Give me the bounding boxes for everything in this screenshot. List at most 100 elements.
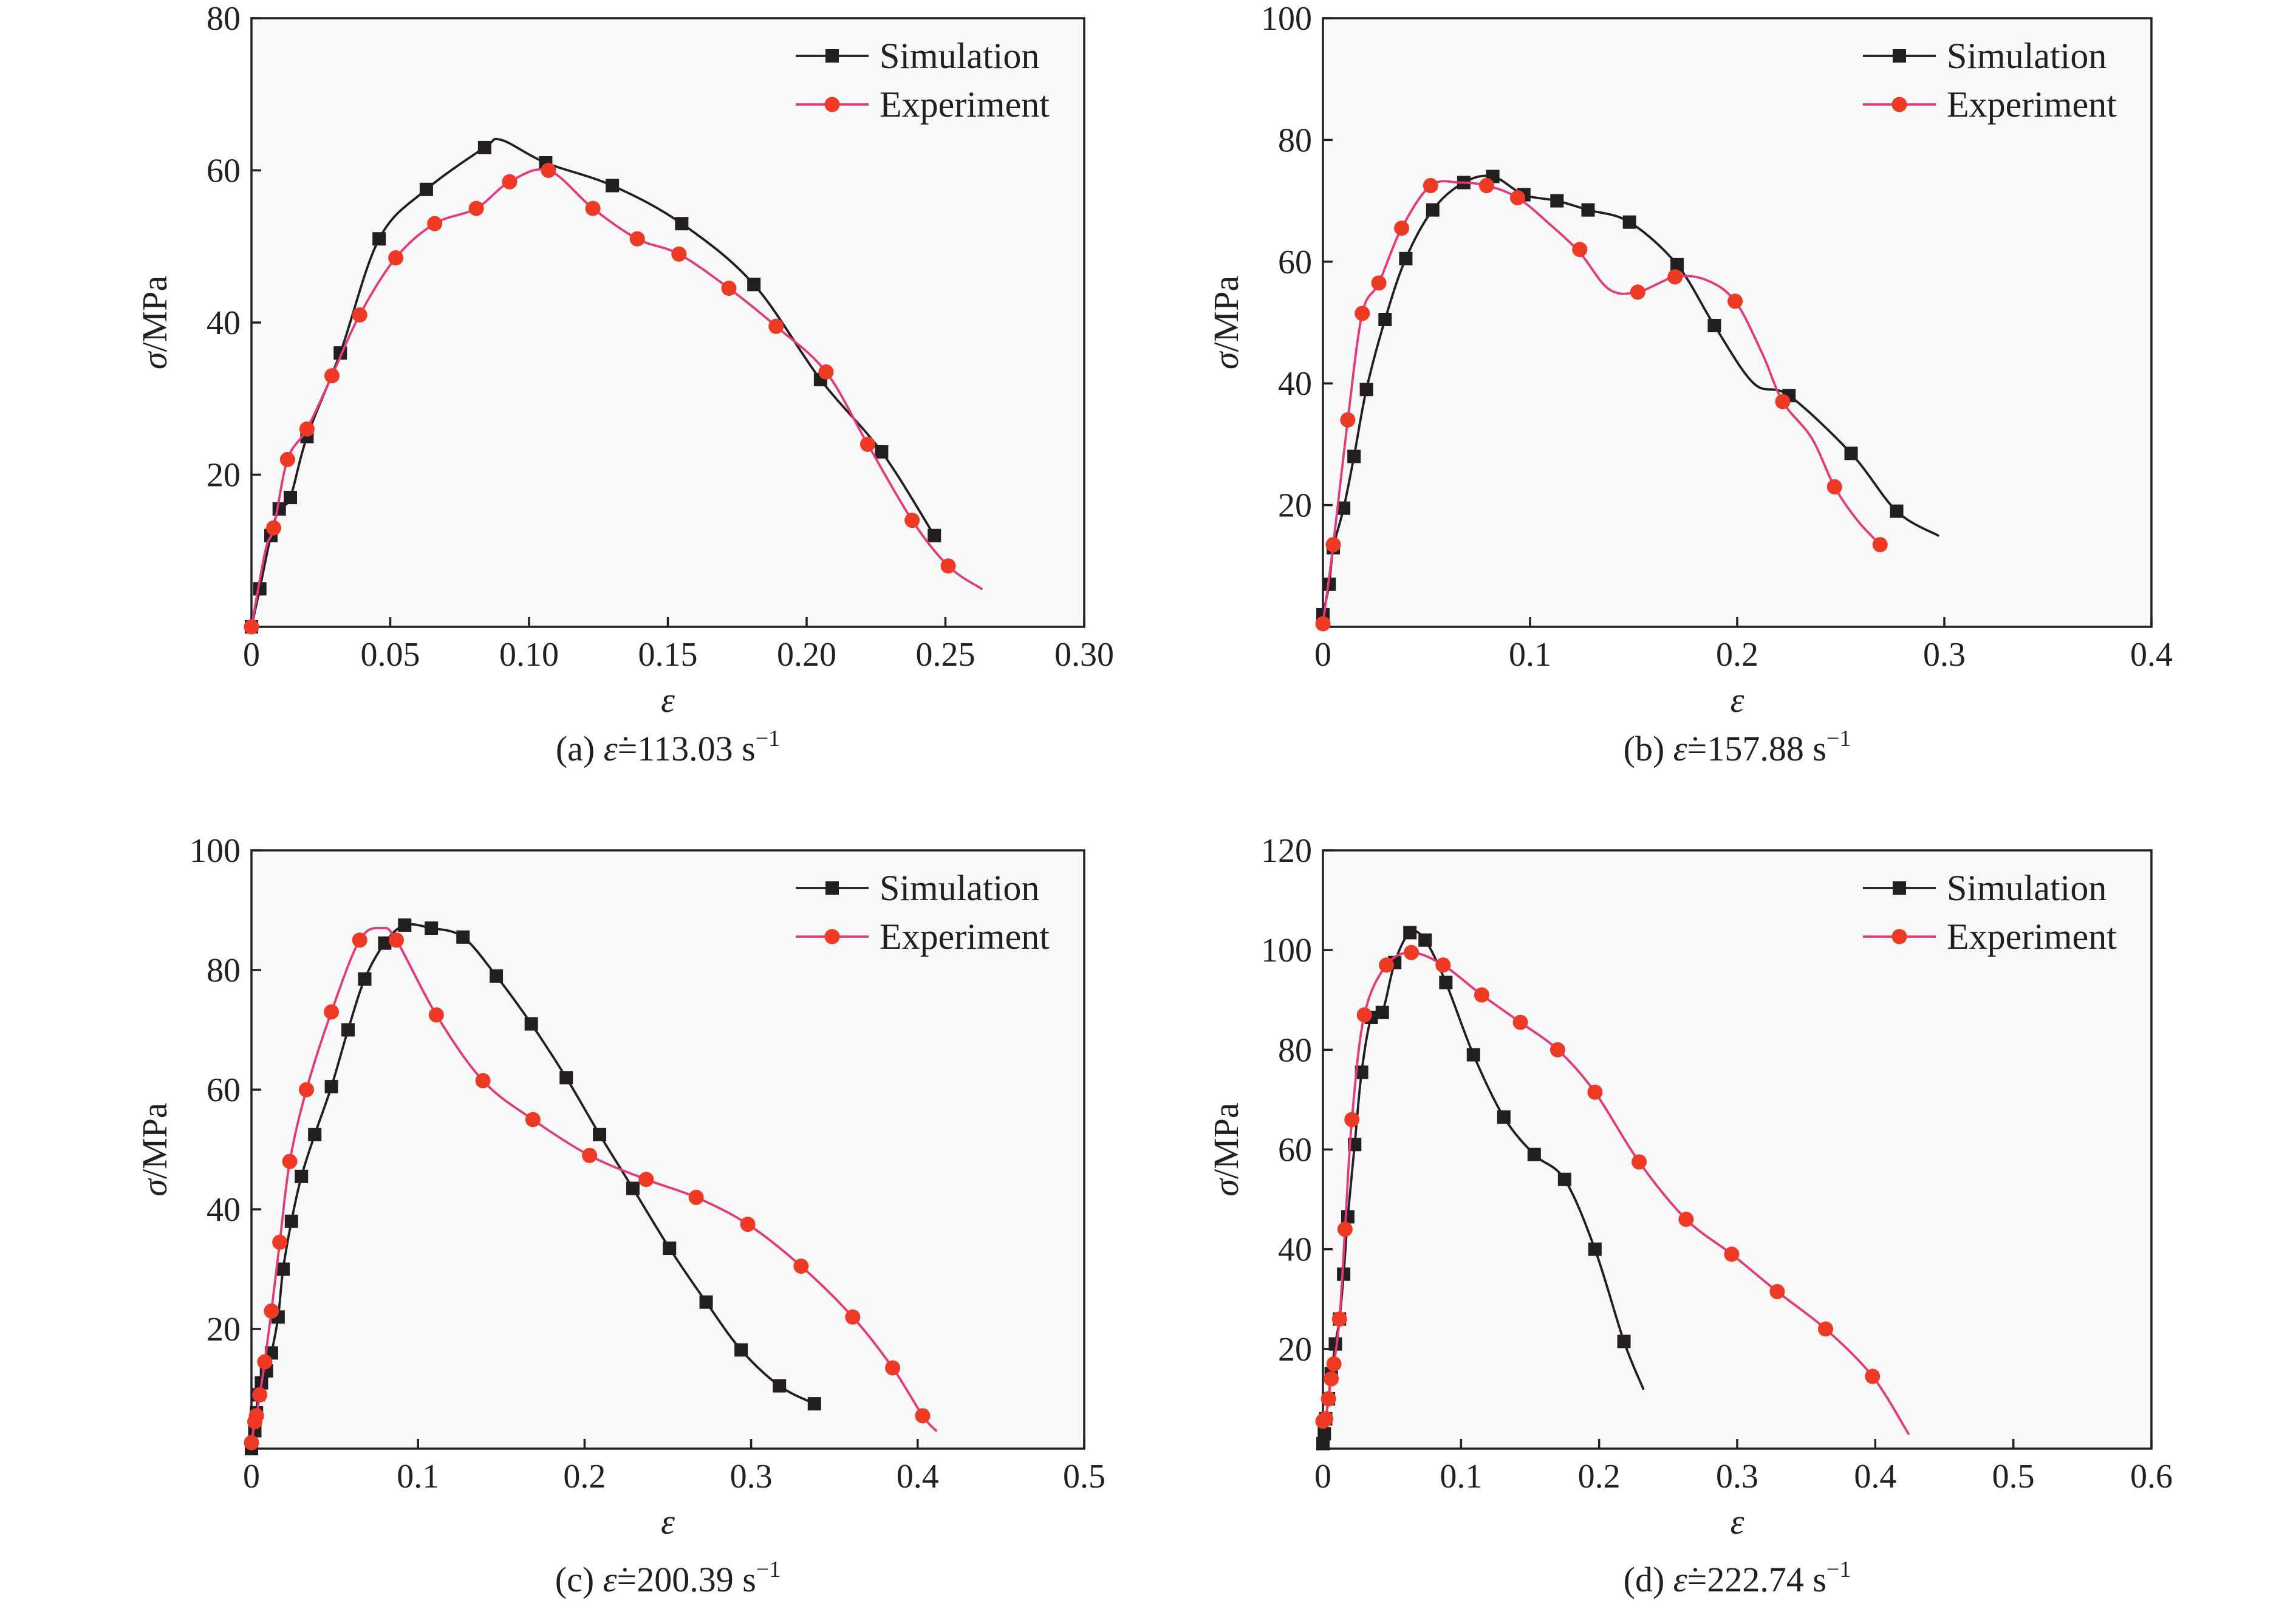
experiment-data-point bbox=[248, 1408, 264, 1424]
x-tick-label: 0.3 bbox=[1716, 1458, 1758, 1495]
y-tick-label: 80 bbox=[207, 0, 241, 38]
simulation-data-point bbox=[1378, 312, 1392, 326]
x-tick-label: 0.4 bbox=[1854, 1458, 1896, 1495]
panel-caption: (c) ε̇=200.39 s−1 bbox=[555, 1557, 781, 1599]
x-tick-label: 0.2 bbox=[1716, 636, 1758, 674]
simulation-data-point bbox=[1403, 926, 1417, 940]
y-tick-label: 60 bbox=[207, 152, 241, 190]
simulation-data-point bbox=[477, 140, 491, 154]
x-tick-label: 0.3 bbox=[1923, 636, 1966, 674]
y-tick-label: 60 bbox=[207, 1071, 241, 1109]
plot-frame bbox=[250, 849, 1085, 1450]
experiment-data-point bbox=[904, 513, 920, 528]
experiment-data-point bbox=[1667, 269, 1683, 285]
panel-a: 0 0.05 0.10 0.15 0.20 0.25 0.30 20 40 60 80 ε σ/MPa S… bbox=[135, 0, 1114, 768]
simulation-data-point bbox=[1557, 1172, 1571, 1186]
simulation-data-point bbox=[675, 217, 689, 231]
legend-simulation-label: Simulation bbox=[880, 868, 1039, 908]
y-tick-label: 60 bbox=[1278, 244, 1312, 281]
legend-experiment-marker bbox=[824, 929, 840, 945]
experiment-data-point bbox=[638, 1172, 654, 1187]
simulation-data-point bbox=[1341, 1210, 1355, 1224]
experiment-data-point bbox=[1474, 987, 1489, 1003]
simulation-data-point bbox=[1328, 1337, 1342, 1351]
panel-b: 0 0.1 0.2 0.3 0.4 20 40 60 80 100 ε σ/MPa Simulation… bbox=[1206, 0, 2173, 768]
simulation-data-point bbox=[773, 1379, 787, 1393]
y-tick-label: 80 bbox=[207, 952, 241, 989]
caption-value: =222.74 s bbox=[1687, 1560, 1826, 1599]
simulation-data-point bbox=[425, 921, 439, 935]
caption-exponent: −1 bbox=[1826, 726, 1851, 751]
legend-simulation-label: Simulation bbox=[1947, 36, 2106, 76]
x-tick-label: 0.15 bbox=[638, 636, 698, 674]
simulation-data-point bbox=[490, 969, 504, 983]
panel-c: 0 0.1 0.2 0.3 0.4 0.5 20 40 60 80 100 ε σ/MPa Simulat… bbox=[135, 832, 1105, 1599]
simulation-data-point bbox=[284, 1214, 298, 1228]
simulation-data-point bbox=[747, 278, 761, 292]
x-tick-label: 0.4 bbox=[2130, 636, 2173, 674]
x-axis-label: ε bbox=[1731, 680, 1744, 720]
experiment-data-point bbox=[1379, 957, 1395, 973]
experiment-data-point bbox=[671, 246, 687, 262]
caption-prefix: (b) bbox=[1624, 729, 1673, 768]
caption-value: =200.39 s bbox=[617, 1560, 756, 1599]
x-tick-label: 0.2 bbox=[563, 1458, 606, 1495]
legend-simulation-label: Simulation bbox=[880, 36, 1039, 76]
experiment-data-point bbox=[1826, 479, 1842, 495]
simulation-data-point bbox=[1550, 194, 1564, 208]
y-tick-label: 60 bbox=[1278, 1132, 1312, 1169]
simulation-data-point bbox=[1439, 975, 1453, 989]
experiment-data-point bbox=[1865, 1368, 1881, 1384]
y-axis-symbol: σ bbox=[1206, 1178, 1246, 1197]
legend-simulation-marker bbox=[825, 49, 839, 63]
experiment-data-point bbox=[264, 1303, 279, 1319]
experiment-data-point bbox=[940, 558, 956, 574]
simulation-data-point bbox=[1418, 933, 1432, 947]
panel-d: 0 0.1 0.2 0.3 0.4 0.5 0.6 20 40 60 80 100 120 ε σ/MPa S… bbox=[1206, 832, 2173, 1599]
plot-frame bbox=[1322, 17, 2153, 628]
y-tick-label: 20 bbox=[207, 1311, 241, 1348]
experiment-data-point bbox=[721, 281, 737, 296]
experiment-data-point bbox=[1321, 1391, 1336, 1407]
simulation-data-point bbox=[1399, 251, 1413, 265]
experiment-series-line bbox=[250, 168, 983, 628]
experiment-data-point bbox=[1587, 1084, 1603, 1100]
legend-experiment-marker bbox=[1891, 97, 1907, 112]
y-axis-unit: /MPa bbox=[135, 276, 174, 352]
legend: Simulation Experiment bbox=[1863, 36, 2117, 125]
experiment-data-point bbox=[279, 451, 295, 467]
simulation-data-point bbox=[606, 179, 620, 193]
x-axis-label: ε bbox=[661, 680, 675, 720]
y-tick-label: 40 bbox=[1278, 365, 1312, 403]
x-tick-label: 0 bbox=[1314, 1458, 1331, 1495]
experiment-data-point bbox=[915, 1408, 931, 1424]
y-tick-label: 40 bbox=[1278, 1231, 1312, 1269]
experiment-data-point bbox=[428, 1007, 444, 1023]
experiment-data-point bbox=[1423, 178, 1438, 194]
simulation-data-point bbox=[398, 918, 412, 932]
experiment-data-point bbox=[860, 436, 876, 452]
legend-simulation-marker bbox=[1893, 49, 1906, 63]
experiment-data-point bbox=[1324, 1371, 1339, 1387]
y-tick-label: 40 bbox=[207, 1191, 241, 1229]
y-axis-unit: /MPa bbox=[1206, 276, 1246, 352]
experiment-data-point bbox=[793, 1259, 809, 1274]
experiment-data-point bbox=[388, 250, 404, 266]
simulation-data-point bbox=[1622, 215, 1636, 229]
simulation-data-point bbox=[807, 1397, 821, 1411]
experiment-data-point bbox=[1775, 394, 1791, 409]
experiment-data-point bbox=[1817, 1321, 1833, 1337]
experiment-data-point bbox=[1478, 178, 1494, 194]
y-tick-label: 20 bbox=[207, 457, 241, 494]
experiment-series-line bbox=[1322, 951, 1910, 1435]
simulation-data-point bbox=[419, 182, 433, 196]
x-tick-label: 0 bbox=[243, 636, 260, 674]
experiment-data-point bbox=[1510, 190, 1526, 206]
experiment-data-point bbox=[252, 1387, 268, 1402]
y-tick-label: 100 bbox=[1261, 0, 1312, 38]
experiment-data-point bbox=[1355, 306, 1370, 321]
experiment-data-point bbox=[1325, 537, 1341, 553]
experiment-data-point bbox=[1872, 537, 1888, 553]
panel-caption: (d) ε̇=222.74 s−1 bbox=[1624, 1557, 1851, 1599]
simulation-data-point bbox=[358, 972, 372, 986]
